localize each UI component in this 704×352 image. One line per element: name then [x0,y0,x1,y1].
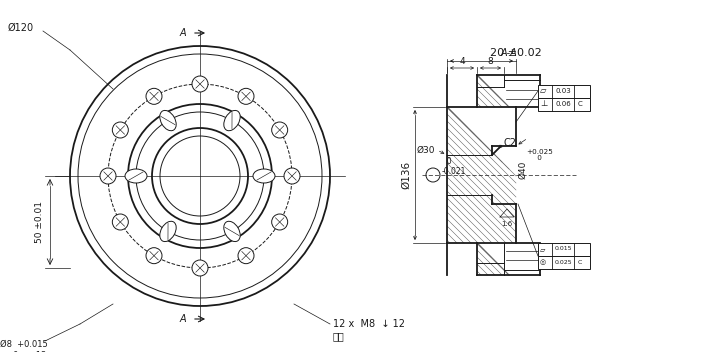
Text: 12 x  M8  ↓ 12: 12 x M8 ↓ 12 [333,319,405,329]
Circle shape [146,248,162,264]
Text: 1.6: 1.6 [501,221,513,227]
Ellipse shape [253,169,275,183]
Circle shape [272,122,288,138]
Text: ▱: ▱ [540,246,546,252]
Text: 0.025: 0.025 [555,259,572,264]
Text: ▱: ▱ [540,87,546,95]
Text: C2: C2 [504,138,517,148]
Text: ◎: ◎ [540,259,546,265]
Circle shape [238,88,254,104]
Text: 4: 4 [459,57,465,66]
Text: C: C [578,259,582,264]
Text: A: A [180,28,186,38]
Text: A-A: A-A [500,48,517,58]
Bar [538,256,590,269]
Circle shape [238,248,254,264]
Circle shape [192,260,208,276]
Circle shape [146,88,162,104]
Ellipse shape [224,221,240,241]
Circle shape [113,214,128,230]
Text: Ø120: Ø120 [8,23,34,33]
Text: C: C [578,101,583,107]
Text: 0.015: 0.015 [555,246,572,251]
Text: ⊥: ⊥ [540,100,547,108]
Text: A: A [180,314,186,324]
Text: Ø40: Ø40 [518,161,527,179]
Circle shape [113,122,128,138]
Text: 8: 8 [488,57,494,66]
Circle shape [284,168,300,184]
Text: 50 ±0.01: 50 ±0.01 [35,201,44,243]
Bar [538,85,590,98]
Circle shape [100,168,116,184]
Text: 均布: 均布 [333,331,345,341]
Circle shape [192,76,208,92]
Bar [538,98,590,111]
Text: 20 ±0.02: 20 ±0.02 [489,48,541,58]
Ellipse shape [160,111,176,131]
Text: Ø136: Ø136 [401,161,411,189]
Text: 0.03: 0.03 [555,88,571,94]
Text: +0.025
     0: +0.025 0 [526,149,553,162]
Bar [538,243,590,256]
Ellipse shape [160,221,176,241]
Text: Ø8  +0.015: Ø8 +0.015 [0,339,48,348]
Ellipse shape [125,169,147,183]
Text: 0
-0.021: 0 -0.021 [442,157,466,176]
Text: Ø30: Ø30 [417,145,435,155]
Circle shape [272,214,288,230]
Ellipse shape [224,111,240,131]
Text: 0.06: 0.06 [555,101,571,107]
